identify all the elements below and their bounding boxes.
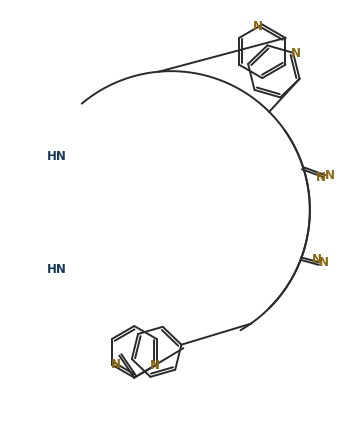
Text: N: N [150,359,160,372]
Text: N: N [253,20,263,33]
Text: N: N [291,47,301,60]
Text: HN: HN [47,150,67,163]
Text: N: N [111,358,121,371]
Text: N: N [316,171,326,184]
Text: N: N [312,253,322,266]
Text: HN: HN [47,263,67,276]
Text: N: N [319,256,329,269]
Text: N: N [325,168,335,181]
